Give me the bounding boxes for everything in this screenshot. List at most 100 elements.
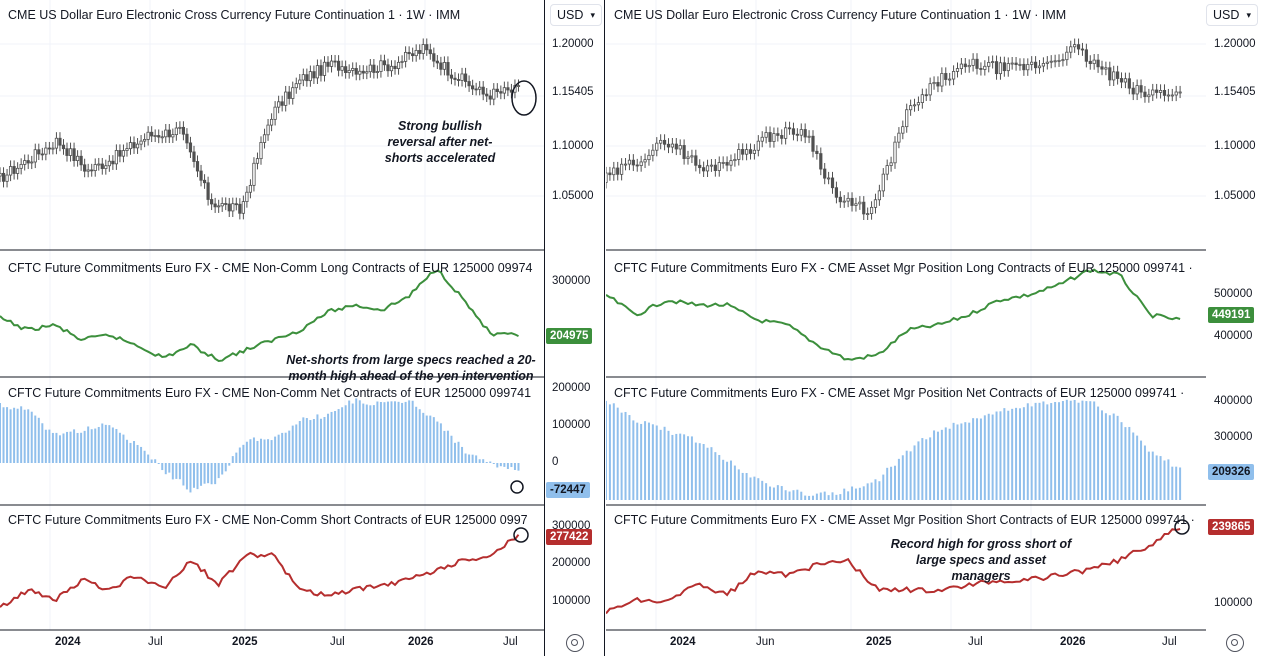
settings-gear-icon[interactable] bbox=[566, 634, 584, 652]
net-bar bbox=[150, 459, 153, 463]
price-candle bbox=[1104, 67, 1108, 70]
net-bar bbox=[302, 417, 305, 463]
price-candle bbox=[760, 136, 764, 142]
net-bar bbox=[741, 472, 744, 500]
price-candle bbox=[322, 61, 327, 76]
price-tick: 1.20000 bbox=[1214, 38, 1256, 50]
price-candle bbox=[1131, 87, 1135, 95]
long-pane-title: CFTC Future Commitments Euro FX - CME As… bbox=[614, 261, 1193, 275]
net-bar bbox=[1112, 413, 1115, 500]
left-chart-canvas[interactable] bbox=[0, 0, 606, 656]
net-bar bbox=[929, 437, 932, 500]
x-tick: Jun bbox=[756, 636, 775, 648]
price-pane-title: CME US Dollar Euro Electronic Cross Curr… bbox=[614, 8, 1067, 22]
price-candle bbox=[1108, 67, 1112, 81]
price-candle bbox=[188, 142, 193, 153]
price-candle bbox=[319, 65, 323, 76]
price-tick: 1.20000 bbox=[552, 38, 594, 50]
net-bar bbox=[640, 423, 643, 500]
price-candle bbox=[33, 149, 37, 163]
price-candle bbox=[37, 149, 41, 155]
net-bar bbox=[383, 402, 386, 463]
price-candle bbox=[0, 172, 2, 177]
net-bar bbox=[439, 423, 442, 463]
price-candle bbox=[199, 170, 203, 181]
net-bar bbox=[9, 409, 12, 463]
net-tick: 400000 bbox=[1214, 395, 1253, 407]
net-bar bbox=[298, 421, 301, 463]
net-bar bbox=[309, 420, 312, 463]
net-bar bbox=[1061, 401, 1064, 500]
net-bar bbox=[404, 401, 407, 463]
price-candle bbox=[713, 164, 717, 171]
price-candle bbox=[460, 73, 464, 81]
net-tick: 200000 bbox=[552, 382, 591, 394]
price-candle bbox=[368, 64, 372, 73]
price-candle bbox=[983, 65, 987, 70]
price-candle bbox=[959, 63, 963, 69]
short-contracts-line bbox=[0, 534, 520, 608]
right-chart-canvas[interactable] bbox=[606, 0, 1261, 656]
net-bar bbox=[196, 463, 199, 490]
short-last-value-tag: 239865 bbox=[1208, 519, 1255, 535]
price-candle bbox=[375, 71, 379, 73]
net-bar bbox=[429, 415, 432, 463]
net-bar bbox=[168, 463, 171, 473]
price-candle bbox=[741, 149, 745, 155]
net-bar bbox=[956, 424, 959, 500]
highlight-circle bbox=[511, 80, 537, 116]
net-bar bbox=[207, 463, 210, 484]
net-bar bbox=[348, 400, 351, 463]
price-candle bbox=[340, 66, 344, 71]
net-bar bbox=[489, 461, 492, 463]
net-bar bbox=[245, 441, 248, 463]
net-bar bbox=[804, 495, 807, 500]
settings-gear-icon[interactable] bbox=[1226, 634, 1244, 652]
price-candle bbox=[347, 70, 351, 73]
net-bar bbox=[415, 406, 418, 463]
net-bar bbox=[101, 423, 104, 463]
net-bar bbox=[1038, 402, 1041, 500]
net-bar bbox=[446, 430, 449, 463]
net-bar bbox=[690, 436, 693, 500]
x-tick: Jul bbox=[503, 636, 518, 648]
price-candle bbox=[185, 133, 189, 144]
net-bar bbox=[616, 407, 619, 500]
price-candle bbox=[351, 68, 355, 71]
price-candle bbox=[153, 135, 157, 137]
net-bar bbox=[334, 411, 337, 463]
price-candle bbox=[690, 155, 694, 158]
price-candle bbox=[881, 173, 885, 192]
price-candle bbox=[266, 124, 270, 136]
net-bar bbox=[189, 463, 192, 493]
price-candle bbox=[100, 163, 104, 169]
highlight-circle bbox=[510, 480, 524, 494]
price-candle bbox=[143, 139, 147, 142]
price-candle bbox=[819, 153, 823, 170]
price-candle bbox=[928, 83, 932, 96]
net-bar bbox=[612, 403, 615, 500]
net-bar bbox=[503, 463, 506, 467]
net-bar bbox=[274, 436, 277, 463]
net-bar bbox=[496, 463, 499, 468]
price-candle bbox=[305, 74, 309, 82]
price-candle bbox=[8, 166, 13, 176]
price-candle bbox=[1084, 49, 1088, 62]
currency-select[interactable]: USD ▾ bbox=[1206, 4, 1258, 26]
price-candle bbox=[647, 154, 651, 161]
net-bar bbox=[1015, 407, 1018, 500]
net-contracts-series bbox=[0, 398, 520, 493]
currency-select[interactable]: USD ▾ bbox=[550, 4, 602, 26]
price-candle bbox=[705, 165, 710, 172]
net-bar bbox=[147, 454, 150, 463]
net-last-value-tag: 209326 bbox=[1208, 464, 1255, 480]
price-candle bbox=[315, 65, 320, 79]
price-candle bbox=[128, 142, 133, 150]
short-pane-title: CFTC Future Commitments Euro FX - CME As… bbox=[614, 513, 1195, 527]
net-bar bbox=[1003, 408, 1006, 500]
net-bar bbox=[831, 492, 834, 500]
price-candle bbox=[54, 137, 59, 149]
net-tick: 100000 bbox=[552, 419, 591, 431]
price-candle bbox=[262, 134, 267, 143]
price-candle bbox=[210, 199, 214, 205]
